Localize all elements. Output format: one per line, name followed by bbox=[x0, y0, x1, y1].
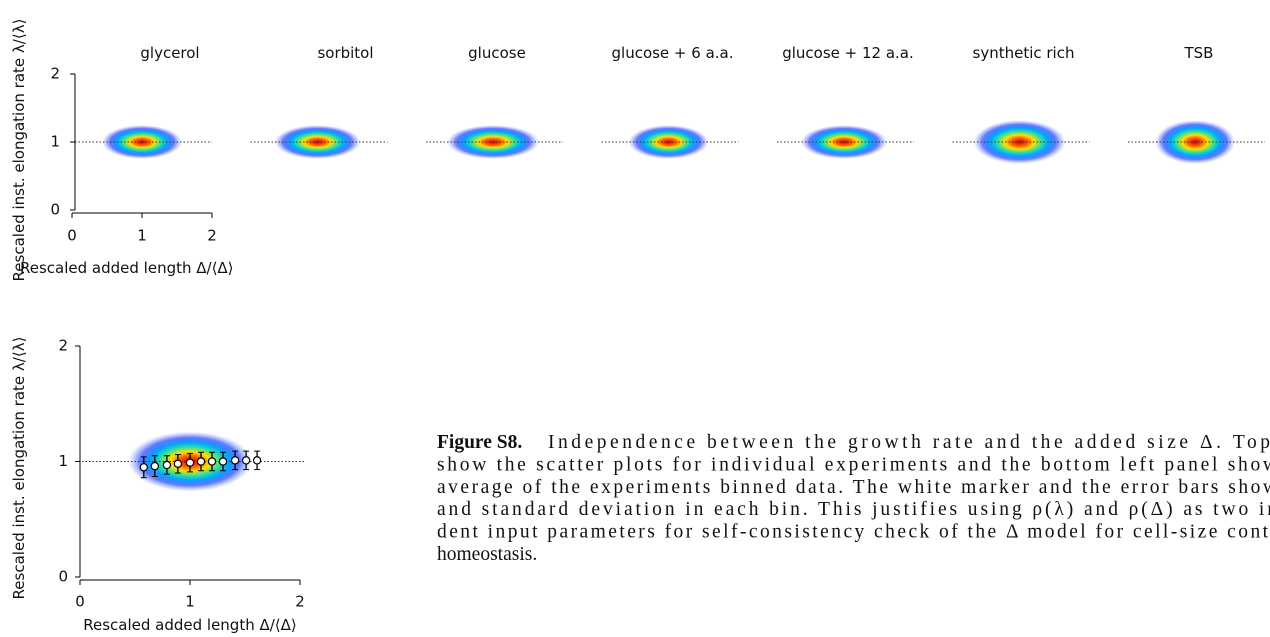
x-axis-label: Rescaled added length Δ/⟨Δ⟩ bbox=[20, 259, 234, 277]
panel-title: glycerol bbox=[140, 44, 199, 62]
panel-title: glucose + 12 a.a. bbox=[782, 44, 914, 62]
panel-title: glucose bbox=[468, 44, 526, 62]
y-tick-label: 1 bbox=[58, 452, 68, 470]
y-tick-label: 1 bbox=[50, 133, 60, 151]
y-axis-label: Rescaled inst. elongation rate λ/⟨λ⟩ bbox=[10, 19, 28, 282]
bin-mean-marker bbox=[150, 461, 159, 471]
panel-title: synthetic rich bbox=[973, 44, 1075, 62]
caption-line: and standard deviation in each bin. This… bbox=[437, 499, 1270, 520]
panel-title: glucose + 6 a.a. bbox=[612, 44, 734, 62]
bin-mean-marker bbox=[139, 463, 148, 472]
bin-mean-marker bbox=[185, 458, 195, 467]
y-tick-label: 0 bbox=[58, 568, 68, 586]
caption-line: homeostasis. bbox=[437, 544, 537, 565]
bin-mean-marker bbox=[218, 457, 228, 466]
bin-mean-marker bbox=[207, 457, 217, 466]
panel-title: sorbitol bbox=[317, 44, 373, 62]
y-tick-label: 0 bbox=[50, 201, 60, 219]
x-tick-label: 1 bbox=[137, 227, 147, 245]
y-tick-label: 2 bbox=[58, 337, 68, 355]
x-axis-label: Rescaled added length Δ/⟨Δ⟩ bbox=[83, 616, 297, 634]
caption-line: show the scatter plots for individual ex… bbox=[437, 454, 1270, 475]
bin-mean-marker bbox=[230, 456, 240, 465]
x-tick-label: 2 bbox=[295, 593, 305, 611]
x-tick-label: 1 bbox=[185, 593, 195, 611]
bin-mean-marker bbox=[196, 457, 206, 466]
caption-line: dent input parameters for self-consisten… bbox=[437, 522, 1270, 543]
caption-line: Independence between the growth rate and… bbox=[548, 432, 1270, 453]
panel-title: TSB bbox=[1184, 44, 1214, 62]
y-tick-label: 2 bbox=[50, 65, 60, 83]
y-axis-label: Rescaled inst. elongation rate λ/⟨λ⟩ bbox=[10, 337, 28, 600]
bin-mean-marker bbox=[173, 459, 183, 469]
bin-mean-marker bbox=[162, 460, 172, 470]
x-tick-label: 0 bbox=[75, 593, 85, 611]
bin-mean-marker bbox=[252, 456, 262, 465]
caption-line: average of the experiments binned data. … bbox=[437, 477, 1270, 498]
bin-mean-marker bbox=[241, 456, 251, 465]
x-tick-label: 2 bbox=[207, 227, 217, 245]
x-tick-label: 0 bbox=[67, 227, 77, 245]
caption-label: Figure S8. bbox=[437, 432, 522, 453]
